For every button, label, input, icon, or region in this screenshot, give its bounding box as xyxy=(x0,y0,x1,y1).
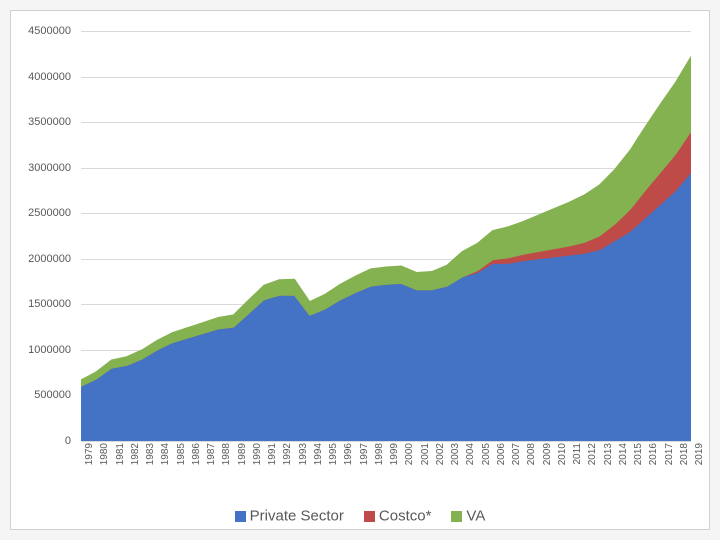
y-tick-label: 3000000 xyxy=(11,162,71,174)
x-tick-label: 2015 xyxy=(633,443,644,465)
x-tick-label: 2010 xyxy=(557,443,568,465)
x-tick-label: 1982 xyxy=(130,443,141,465)
x-tick-label: 2000 xyxy=(404,443,415,465)
y-tick-label: 2000000 xyxy=(11,253,71,265)
y-tick-label: 4000000 xyxy=(11,71,71,83)
x-tick-label: 2009 xyxy=(542,443,553,465)
x-tick-label: 1986 xyxy=(191,443,202,465)
x-tick-label: 1993 xyxy=(298,443,309,465)
x-tick-label: 2016 xyxy=(648,443,659,465)
x-tick-label: 2011 xyxy=(572,443,583,465)
y-tick-label: 1000000 xyxy=(11,344,71,356)
x-tick-label: 1987 xyxy=(206,443,217,465)
x-tick-label: 2008 xyxy=(526,443,537,465)
grid-line xyxy=(81,441,691,442)
x-tick-label: 1996 xyxy=(343,443,354,465)
x-tick-label: 1992 xyxy=(282,443,293,465)
x-axis: 1979 1980 1981 1982 1983 1984 1985 1986 1987 1988… xyxy=(81,443,691,493)
x-tick-label: 2012 xyxy=(587,443,598,465)
x-tick-label: 2018 xyxy=(679,443,690,465)
y-tick-label: 0 xyxy=(11,435,71,447)
chart-container: 0 500000 1000000 1500000 2000000 2500000 30000… xyxy=(10,10,710,530)
x-tick-label: 2007 xyxy=(511,443,522,465)
x-tick-label: 1995 xyxy=(328,443,339,465)
x-tick-label: 2017 xyxy=(664,443,675,465)
x-tick-label: 1985 xyxy=(176,443,187,465)
legend-swatch xyxy=(451,511,462,522)
x-tick-label: 1981 xyxy=(115,443,126,465)
x-tick-label: 2006 xyxy=(496,443,507,465)
x-tick-label: 1998 xyxy=(374,443,385,465)
y-axis: 0500000100000015000002000000250000030000… xyxy=(11,31,76,441)
x-tick-label: 2019 xyxy=(694,443,705,465)
x-tick-label: 1989 xyxy=(237,443,248,465)
x-tick-label: 1979 xyxy=(84,443,95,465)
x-tick-label: 1980 xyxy=(99,443,110,465)
x-tick-label: 2002 xyxy=(435,443,446,465)
legend-label: Private Sector xyxy=(250,508,344,525)
legend-label: Costco* xyxy=(379,508,432,525)
y-tick-label: 500000 xyxy=(11,389,71,401)
legend-item: VA xyxy=(451,507,485,525)
y-tick-label: 4500000 xyxy=(11,25,71,37)
legend: Private Sector Costco* VA xyxy=(11,507,709,525)
x-tick-label: 1997 xyxy=(359,443,370,465)
stacked-area-svg xyxy=(81,31,691,441)
x-tick-label: 1983 xyxy=(145,443,156,465)
x-tick-label: 2003 xyxy=(450,443,461,465)
x-tick-label: 2013 xyxy=(603,443,614,465)
y-tick-label: 3500000 xyxy=(11,116,71,128)
plot-area xyxy=(81,31,691,441)
x-tick-label: 1990 xyxy=(252,443,263,465)
legend-label: VA xyxy=(466,508,485,525)
x-tick-label: 1984 xyxy=(160,443,171,465)
x-tick-label: 1988 xyxy=(221,443,232,465)
y-tick-label: 2500000 xyxy=(11,207,71,219)
x-tick-label: 1991 xyxy=(267,443,278,465)
x-tick-label: 2001 xyxy=(420,443,431,465)
legend-item: Private Sector xyxy=(235,507,344,525)
legend-item: Costco* xyxy=(364,507,432,525)
x-tick-label: 1994 xyxy=(313,443,324,465)
x-tick-label: 1999 xyxy=(389,443,400,465)
x-tick-label: 2005 xyxy=(481,443,492,465)
legend-swatch xyxy=(364,511,375,522)
y-tick-label: 1500000 xyxy=(11,298,71,310)
x-tick-label: 2014 xyxy=(618,443,629,465)
legend-swatch xyxy=(235,511,246,522)
x-tick-label: 2004 xyxy=(465,443,476,465)
